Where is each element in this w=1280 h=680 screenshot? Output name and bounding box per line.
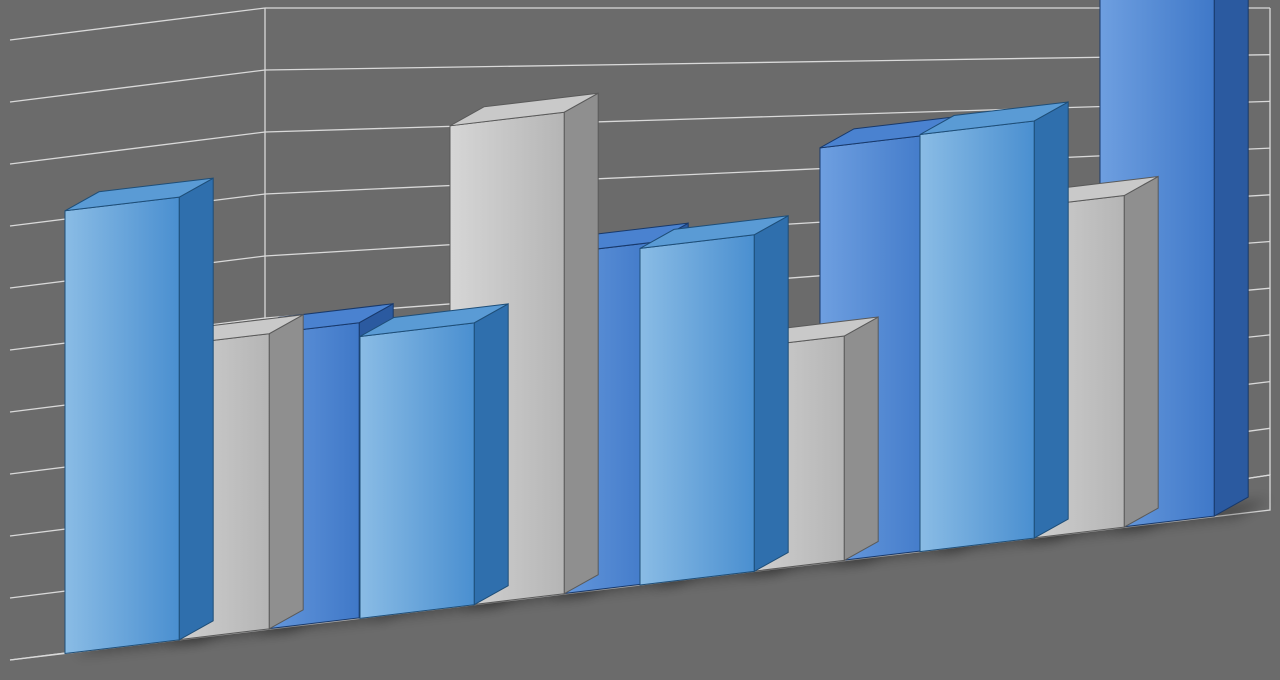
bar-side bbox=[474, 304, 508, 605]
bar-3d bbox=[920, 102, 1068, 552]
bar-3d bbox=[65, 178, 213, 653]
bar-chart-3d bbox=[0, 0, 1280, 680]
bar-front bbox=[640, 235, 754, 585]
bar-3d bbox=[640, 216, 788, 585]
bar-side bbox=[564, 93, 598, 594]
bar-3d bbox=[360, 304, 508, 618]
bar-side bbox=[1124, 177, 1158, 528]
bar-side bbox=[754, 216, 788, 572]
bar-side bbox=[844, 317, 878, 560]
bar-side bbox=[269, 315, 303, 629]
bar-front bbox=[65, 197, 179, 653]
bar-front bbox=[920, 121, 1034, 552]
bar-front bbox=[360, 323, 474, 618]
bar-side bbox=[179, 178, 213, 640]
bar-side bbox=[1034, 102, 1068, 538]
bar-side bbox=[1214, 0, 1248, 516]
